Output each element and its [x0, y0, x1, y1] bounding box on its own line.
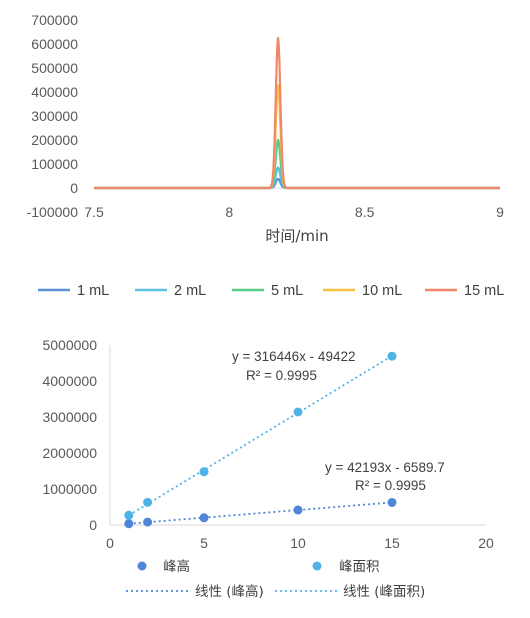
legend-label: 5 mL [271, 283, 303, 299]
y-tick-label: 2000000 [42, 445, 97, 461]
chromatogram-tick-labels: 700000 600000 500000 400000 300000 200000 1000… [27, 12, 504, 220]
legend-marker [137, 561, 147, 571]
height-trend-equation: y = 42193x - 6589.7 [325, 460, 445, 475]
chromatogram-x-axis-title: 时间/min [265, 227, 328, 245]
legend-marker [312, 561, 322, 571]
chromatogram-series [93, 36, 501, 190]
y-tick-label: 0 [70, 180, 78, 196]
chromatogram-legend: 1 mL 2 mL 5 mL 10 mL 15 mL [38, 283, 504, 299]
y-tick-label: 300000 [31, 108, 78, 124]
data-point [124, 519, 134, 529]
y-tick-label: 100000 [31, 156, 78, 172]
y-tick-label: -100000 [27, 204, 79, 220]
legend-label: 2 mL [174, 283, 206, 299]
trendline [128, 501, 393, 525]
x-tick-label: 9 [496, 204, 504, 220]
y-tick-label: 3000000 [42, 409, 97, 425]
y-tick-label: 700000 [31, 12, 78, 28]
area-trend-equation: y = 316446x - 49422 [232, 349, 355, 364]
series-line [93, 177, 501, 190]
trendline [128, 355, 393, 517]
y-tick-label: 4000000 [42, 373, 97, 389]
y-tick-label: 400000 [31, 84, 78, 100]
data-point [199, 467, 209, 477]
calibration-trendlines [128, 355, 393, 525]
series-line [93, 138, 501, 190]
height-trend-r2: R² = 0.9995 [355, 478, 426, 493]
x-tick-label: 0 [106, 535, 114, 551]
x-tick-label: 7.5 [84, 204, 104, 220]
x-tick-label: 20 [478, 535, 494, 551]
y-tick-label: 5000000 [42, 337, 97, 353]
calibration-tick-labels: 5000000 4000000 3000000 2000000 1000000 00 5 10… [42, 337, 494, 551]
data-point [143, 517, 153, 527]
y-tick-label: 1000000 [42, 481, 97, 497]
series-line [93, 166, 501, 190]
x-tick-label: 5 [200, 535, 208, 551]
legend-label: 15 mL [464, 283, 504, 299]
x-tick-label: 15 [384, 535, 400, 551]
data-point [293, 407, 303, 417]
legend-label: 10 mL [362, 283, 402, 299]
data-point [143, 497, 153, 507]
series-line [93, 36, 501, 190]
x-tick-label: 8 [225, 204, 233, 220]
legend-label: 峰面积 [339, 559, 380, 575]
calibration-points [124, 351, 397, 529]
y-tick-label: 200000 [31, 132, 78, 148]
legend-label: 1 mL [77, 283, 109, 299]
chromatogram-chart: 700000 600000 500000 400000 300000 200000 1000… [27, 12, 505, 299]
calibration-chart: 5000000 4000000 3000000 2000000 1000000 00 5 10… [42, 337, 494, 600]
x-tick-label: 10 [290, 535, 306, 551]
series-line [93, 84, 501, 190]
data-point [387, 351, 397, 361]
y-tick-label: 500000 [31, 60, 78, 76]
data-point [124, 510, 134, 520]
legend-label: 峰高 [163, 558, 190, 575]
y-tick-label: 600000 [31, 36, 78, 52]
calibration-axes [109, 345, 486, 526]
legend-label: 线性 (峰面积) [343, 584, 425, 600]
calibration-equations: y = 316446x - 49422 R² = 0.9995 y = 4219… [232, 349, 445, 493]
data-point [387, 497, 397, 507]
area-trend-r2: R² = 0.9995 [246, 368, 317, 383]
data-point [293, 505, 303, 515]
legend-label: 线性 (峰高) [195, 583, 264, 600]
data-point [199, 513, 209, 523]
y-tick-label: 0 [89, 517, 97, 533]
x-tick-label: 8.5 [355, 204, 375, 220]
